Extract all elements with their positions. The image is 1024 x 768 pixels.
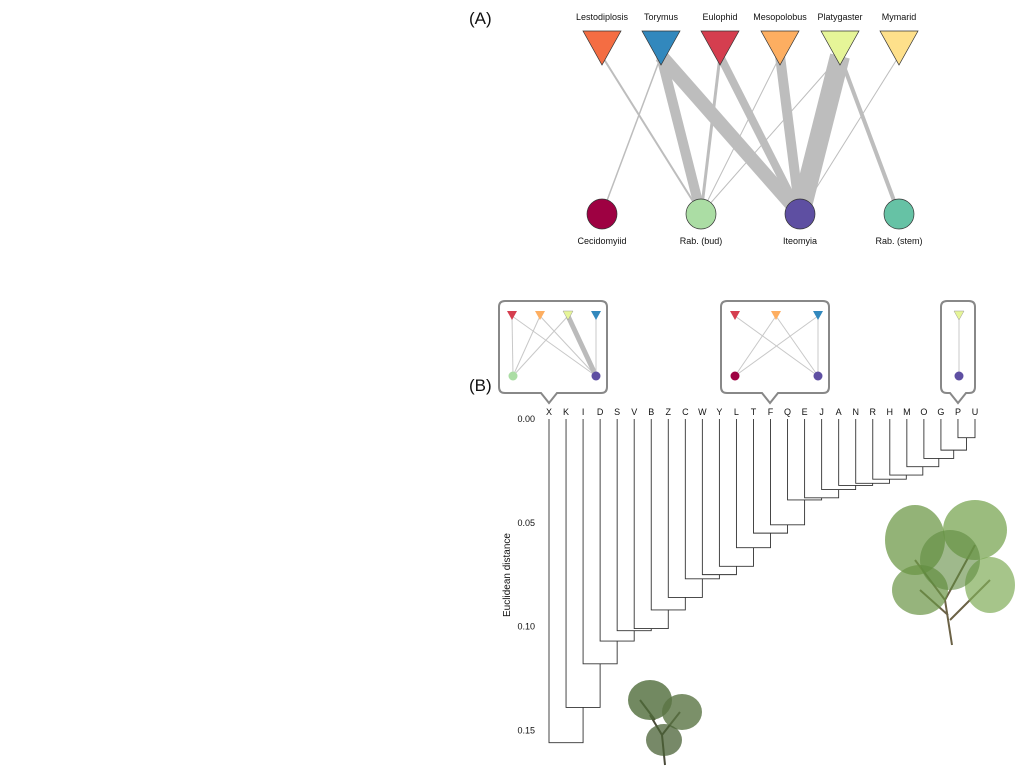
dendrogram-branch	[940, 419, 967, 451]
callout	[940, 300, 976, 405]
leaf-label: V	[631, 407, 637, 417]
predator-nodes	[582, 30, 919, 66]
node	[760, 30, 800, 66]
node-label: Eulophid	[702, 12, 737, 22]
y-tick-label: 0.15	[517, 725, 535, 735]
node-label: Rab. (bud)	[680, 236, 723, 246]
node-label: Platygaster	[817, 12, 862, 22]
panel-label: (A)	[469, 9, 492, 28]
node-label: Lestodiplosis	[576, 12, 629, 22]
node	[641, 30, 681, 66]
leaf-label: F	[768, 407, 774, 417]
node	[685, 198, 717, 230]
node	[784, 198, 816, 230]
node	[879, 30, 919, 66]
dendrogram-branch	[957, 419, 976, 439]
dendrogram-branch	[906, 419, 940, 468]
leaf-label: Y	[716, 407, 722, 417]
leaf-label: D	[597, 407, 604, 417]
dendrogram-branch	[923, 419, 955, 459]
node-label: Torymus	[644, 12, 679, 22]
node-label: Mesopolobus	[753, 12, 807, 22]
leaf-label: L	[734, 407, 739, 417]
leaf-label: P	[955, 407, 961, 417]
leaf-label: C	[682, 407, 689, 417]
leaf-label: R	[870, 407, 877, 417]
leaf-label: W	[698, 407, 707, 417]
plant-illustration	[885, 500, 1015, 646]
leaf-label: Z	[666, 407, 672, 417]
leaf-label: A	[836, 407, 842, 417]
y-tick-label: 0.00	[517, 414, 535, 424]
leaf-label: M	[903, 407, 911, 417]
leaf-label: E	[802, 407, 808, 417]
leaf-label: K	[563, 407, 569, 417]
leaf-label: S	[614, 407, 620, 417]
y-axis-label: Euclidean distance	[502, 533, 513, 617]
callout	[498, 300, 608, 405]
leaf-label: I	[582, 407, 585, 417]
y-tick-label: 0.10	[517, 622, 535, 632]
node-label: Mymarid	[882, 12, 917, 22]
node-label: Rab. (stem)	[875, 236, 922, 246]
node	[700, 30, 740, 66]
plant-illustration	[628, 680, 702, 766]
node-label: Iteomyia	[783, 236, 817, 246]
node-label: Cecidomyiid	[577, 236, 626, 246]
host-nodes	[586, 198, 915, 230]
leaf-label: B	[648, 407, 654, 417]
leaf-label: H	[887, 407, 894, 417]
y-tick-label: 0.05	[517, 518, 535, 528]
dendrogram-branch	[548, 419, 584, 744]
callout	[720, 300, 830, 405]
node	[820, 30, 860, 66]
leaf-label: J	[819, 407, 824, 417]
leaf-label: T	[751, 407, 757, 417]
leaf-label: N	[852, 407, 859, 417]
node	[883, 198, 915, 230]
node	[582, 30, 622, 66]
network-edges	[601, 51, 901, 219]
leaf-label: Q	[784, 407, 791, 417]
node	[586, 198, 618, 230]
leaf-label: G	[937, 407, 944, 417]
leaf-label: X	[546, 407, 552, 417]
leaf-label: O	[920, 407, 927, 417]
leaf-label: U	[972, 407, 979, 417]
panel-label: (B)	[469, 376, 492, 395]
